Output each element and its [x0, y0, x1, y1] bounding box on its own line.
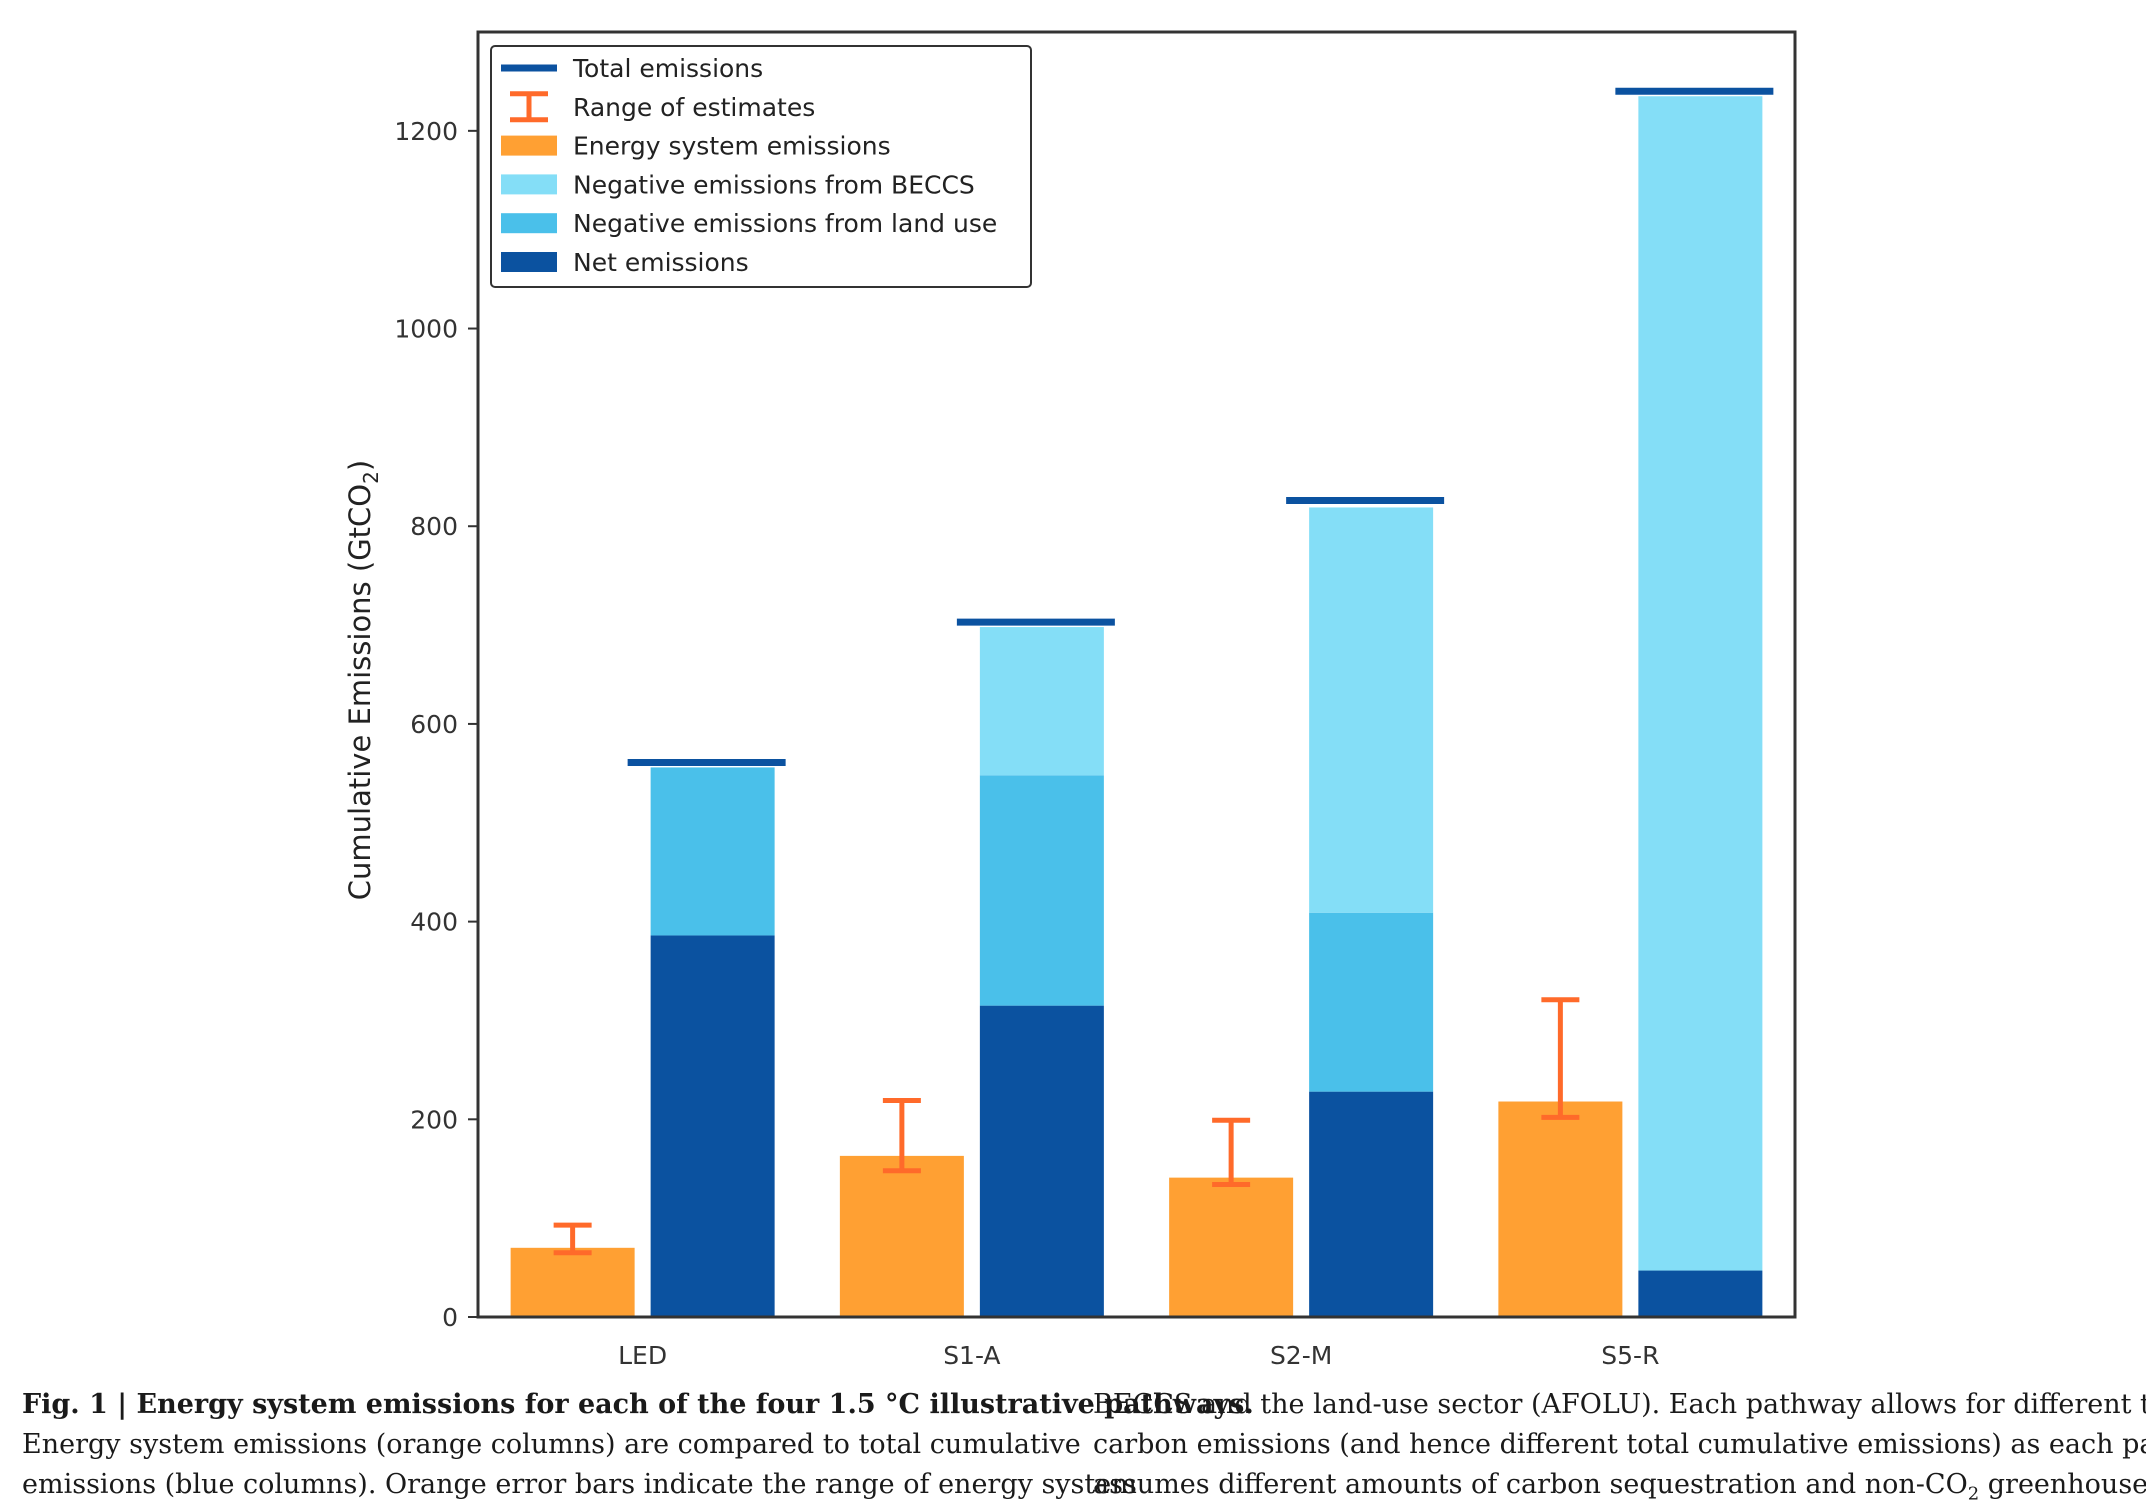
- beccs-bar: [979, 627, 1104, 776]
- net-emissions-bar: [1638, 1270, 1763, 1317]
- legend-marker-energy: [501, 135, 557, 156]
- energy-bar: [1498, 1101, 1623, 1317]
- y-tick-label: 400: [410, 908, 458, 937]
- caption-line: Energy system emissions (orange columns)…: [22, 1429, 1081, 1460]
- legend-label-net: Net emissions: [573, 248, 749, 277]
- caption-line: assumes different amounts of carbon sequ…: [1093, 1469, 2146, 1505]
- net-emissions-bar: [979, 1005, 1104, 1317]
- y-axis-label: Cumulative Emissions (GtCO2): [343, 460, 383, 900]
- y-tick-label: 1000: [394, 315, 458, 344]
- net-emissions-bar: [650, 935, 775, 1317]
- legend-label-total: Total emissions: [572, 54, 763, 83]
- legend-label-range: Range of estimates: [573, 93, 815, 122]
- caption-left: Fig. 1 | Energy system emissions for eac…: [22, 1385, 1254, 1505]
- legend-label-energy: Energy system emissions: [573, 132, 891, 161]
- caption-title: Fig. 1 | Energy system emissions for eac…: [22, 1389, 1254, 1420]
- plot-frame: [476, 30, 1797, 1319]
- legend-marker-landuse: [501, 213, 557, 234]
- y-tick-label: 600: [410, 710, 458, 739]
- legend-marker-net: [501, 252, 557, 272]
- y-tick-label: 800: [410, 512, 458, 541]
- caption-right: BECCS and the land-use sector (AFOLU). E…: [1093, 1385, 2146, 1505]
- caption-line: carbon emissions (and hence different to…: [1093, 1429, 2146, 1460]
- landuse-bar: [979, 775, 1104, 1006]
- bars-layer: [510, 87, 1774, 1317]
- legend-label-landuse: Negative emissions from land use: [573, 209, 997, 238]
- emissions-chart: 0 200 400 600 800 1000 1200 LED S1-A S2-M S5-R Cum…: [343, 30, 1797, 1370]
- x-tick-label: LED: [618, 1341, 667, 1370]
- energy-bar: [1169, 1177, 1294, 1317]
- landuse-bar: [650, 767, 775, 936]
- caption-line: emissions (blue columns). Orange error b…: [22, 1469, 1137, 1500]
- y-tick-label: 1200: [394, 117, 458, 146]
- legend-marker-beccs: [501, 174, 557, 195]
- landuse-bar: [1309, 912, 1434, 1092]
- x-tick-label: S5-R: [1601, 1341, 1659, 1370]
- net-emissions-bar: [1309, 1091, 1434, 1317]
- legend-box: [490, 45, 1032, 288]
- beccs-bar: [1309, 507, 1434, 913]
- y-tick-label: 0: [442, 1303, 458, 1332]
- y-tick-label: 200: [410, 1105, 458, 1134]
- energy-bar: [510, 1247, 635, 1317]
- axes-layer: 0 200 400 600 800 1000 1200 LED S1-A S2-M S5-R: [394, 30, 1797, 1370]
- caption-line: BECCS and the land-use sector (AFOLU). E…: [1093, 1389, 2146, 1420]
- legend-label-beccs: Negative emissions from BECCS: [573, 170, 975, 199]
- legend: Total emissions Range of estimates Energy …: [490, 45, 1032, 288]
- beccs-bar: [1638, 96, 1763, 1271]
- x-tick-label: S2-M: [1270, 1341, 1332, 1370]
- energy-bar: [839, 1155, 964, 1317]
- x-tick-label: S1-A: [943, 1341, 1000, 1370]
